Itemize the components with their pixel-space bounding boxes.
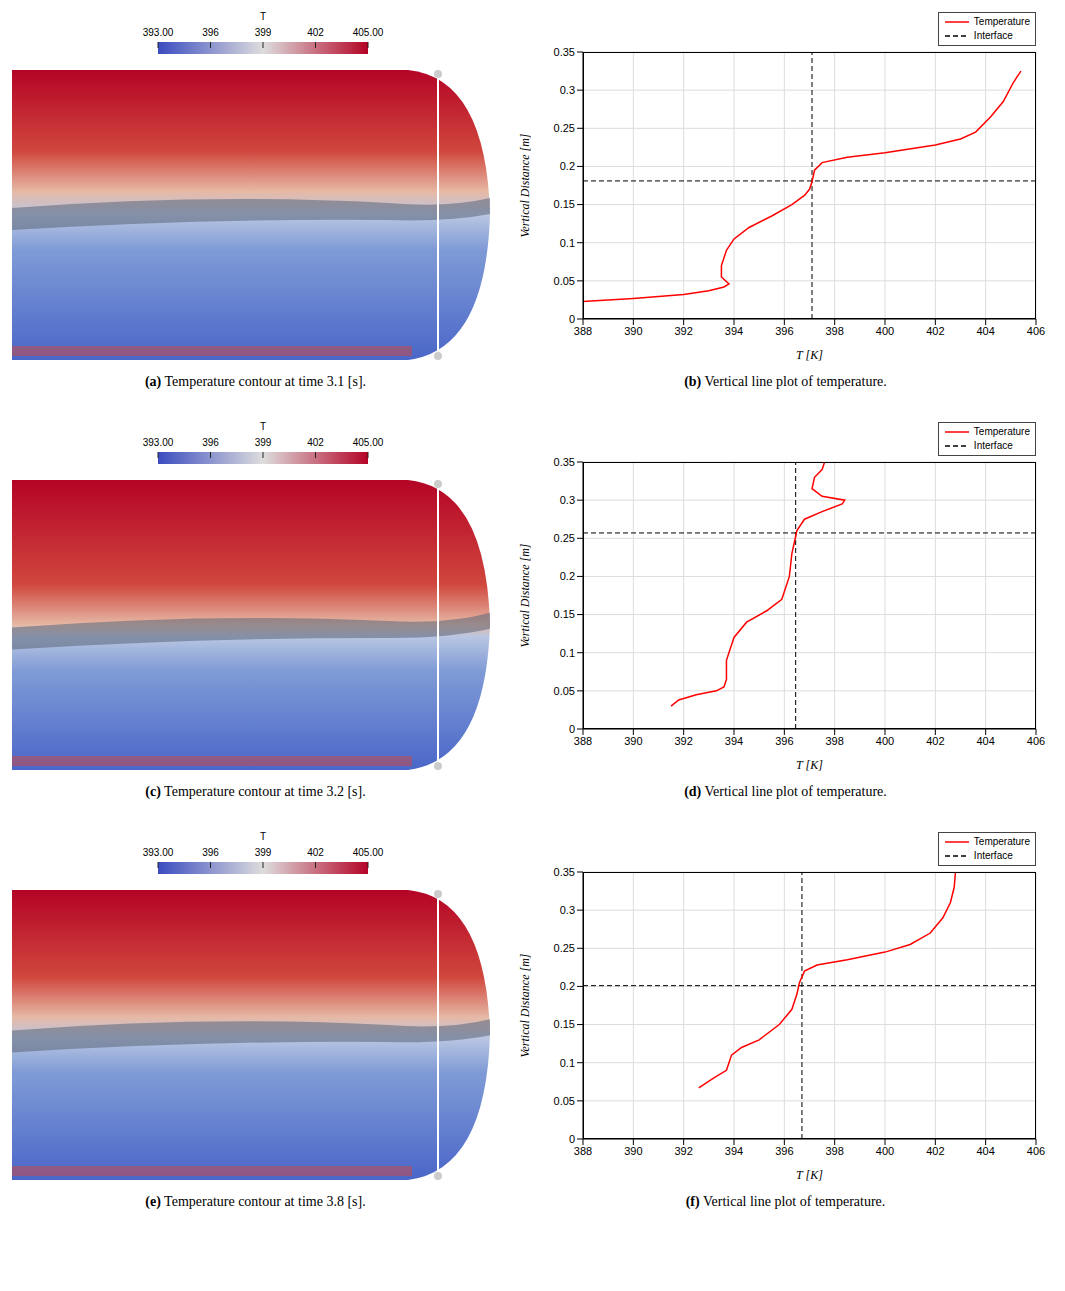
svg-text:396: 396 xyxy=(775,735,793,747)
svg-text:396: 396 xyxy=(202,27,219,38)
html-text:Interface: Interface xyxy=(973,850,1013,861)
svg-text:0.1: 0.1 xyxy=(560,1057,575,1069)
svg-text:396: 396 xyxy=(775,325,793,337)
html-text:(c) Temperature contour at tim: (c) Temperature contour at time 3.2 [s]. xyxy=(145,784,366,799)
svg-text:398: 398 xyxy=(825,735,843,747)
html-text:(a) Temperature contour at tim: (a) Temperature contour at time 3.1 [s]. xyxy=(144,374,367,389)
svg-text:398: 398 xyxy=(825,325,843,337)
svg-text:396: 396 xyxy=(775,1145,793,1157)
svg-text:390: 390 xyxy=(624,735,642,747)
svg-text:402: 402 xyxy=(307,847,324,858)
svg-text:0.05: 0.05 xyxy=(554,685,575,697)
svg-text:T: T xyxy=(260,11,266,22)
svg-text:390: 390 xyxy=(624,325,642,337)
svg-text:393.00: 393.00 xyxy=(143,847,174,858)
svg-text:404: 404 xyxy=(976,1145,994,1157)
svg-text:0.25: 0.25 xyxy=(554,122,575,134)
svg-text:402: 402 xyxy=(926,1145,944,1157)
svg-text:T: T xyxy=(260,831,266,842)
svg-text:0.3: 0.3 xyxy=(560,84,575,96)
html-text:Temperature: Temperature xyxy=(973,426,1030,437)
svg-text:0.1: 0.1 xyxy=(560,647,575,659)
svg-text:Vertical Distance [m]: Vertical Distance [m] xyxy=(518,953,532,1057)
svg-text:0.35: 0.35 xyxy=(554,456,575,468)
svg-text:405.00: 405.00 xyxy=(353,437,384,448)
svg-text:Vertical Distance [m]: Vertical Distance [m] xyxy=(518,543,532,647)
svg-text:0.3: 0.3 xyxy=(560,904,575,916)
html-text:Interface: Interface xyxy=(973,440,1013,451)
svg-text:T [K]: T [K] xyxy=(796,758,823,772)
svg-text:0.25: 0.25 xyxy=(554,532,575,544)
html-text:Temperature: Temperature xyxy=(973,836,1030,847)
svg-text:388: 388 xyxy=(574,325,592,337)
svg-text:405.00: 405.00 xyxy=(353,847,384,858)
svg-text:402: 402 xyxy=(926,735,944,747)
svg-text:406: 406 xyxy=(1027,1145,1045,1157)
svg-text:0.35: 0.35 xyxy=(554,866,575,878)
html-text:Interface: Interface xyxy=(973,30,1013,41)
svg-text:0.15: 0.15 xyxy=(554,1018,575,1030)
svg-text:399: 399 xyxy=(255,27,272,38)
svg-text:402: 402 xyxy=(307,437,324,448)
svg-text:398: 398 xyxy=(825,1145,843,1157)
svg-text:396: 396 xyxy=(202,847,219,858)
svg-text:0.3: 0.3 xyxy=(560,494,575,506)
svg-text:392: 392 xyxy=(674,325,692,337)
svg-text:0: 0 xyxy=(569,313,575,325)
svg-text:400: 400 xyxy=(876,735,894,747)
svg-text:402: 402 xyxy=(926,325,944,337)
svg-text:0: 0 xyxy=(569,1133,575,1145)
svg-text:T [K]: T [K] xyxy=(796,1168,823,1182)
svg-text:0.2: 0.2 xyxy=(560,570,575,582)
svg-text:399: 399 xyxy=(255,847,272,858)
svg-text:T: T xyxy=(260,421,266,432)
html-text:Temperature: Temperature xyxy=(973,16,1030,27)
svg-text:388: 388 xyxy=(574,735,592,747)
svg-text:405.00: 405.00 xyxy=(353,27,384,38)
svg-text:0.05: 0.05 xyxy=(554,275,575,287)
svg-text:399: 399 xyxy=(255,437,272,448)
svg-text:394: 394 xyxy=(725,325,743,337)
svg-text:390: 390 xyxy=(624,1145,642,1157)
svg-text:0.1: 0.1 xyxy=(560,237,575,249)
svg-text:404: 404 xyxy=(976,735,994,747)
svg-text:0.15: 0.15 xyxy=(554,198,575,210)
svg-text:396: 396 xyxy=(202,437,219,448)
html-text:(b) Vertical line plot of temp: (b) Vertical line plot of temperature. xyxy=(684,374,887,389)
html-text:(e) Temperature contour at tim: (e) Temperature contour at time 3.8 [s]. xyxy=(145,1194,366,1209)
svg-text:394: 394 xyxy=(725,1145,743,1157)
svg-text:0: 0 xyxy=(569,723,575,735)
html-text:(f) Vertical line plot of temp: (f) Vertical line plot of temperature. xyxy=(685,1194,886,1209)
svg-text:400: 400 xyxy=(876,1145,894,1157)
svg-text:T [K]: T [K] xyxy=(796,348,823,362)
svg-text:Vertical Distance [m]: Vertical Distance [m] xyxy=(518,133,532,237)
svg-text:0.15: 0.15 xyxy=(554,608,575,620)
svg-text:0.25: 0.25 xyxy=(554,942,575,954)
svg-text:402: 402 xyxy=(307,27,324,38)
svg-text:0.05: 0.05 xyxy=(554,1095,575,1107)
svg-text:392: 392 xyxy=(674,1145,692,1157)
html-text:(d) Vertical line plot of temp: (d) Vertical line plot of temperature. xyxy=(684,784,887,799)
svg-text:392: 392 xyxy=(674,735,692,747)
svg-text:404: 404 xyxy=(976,325,994,337)
svg-text:406: 406 xyxy=(1027,735,1045,747)
svg-text:406: 406 xyxy=(1027,325,1045,337)
svg-text:0.2: 0.2 xyxy=(560,980,575,992)
svg-text:393.00: 393.00 xyxy=(143,437,174,448)
svg-text:388: 388 xyxy=(574,1145,592,1157)
svg-text:393.00: 393.00 xyxy=(143,27,174,38)
svg-text:400: 400 xyxy=(876,325,894,337)
svg-text:0.2: 0.2 xyxy=(560,160,575,172)
svg-text:0.35: 0.35 xyxy=(554,46,575,58)
svg-text:394: 394 xyxy=(725,735,743,747)
